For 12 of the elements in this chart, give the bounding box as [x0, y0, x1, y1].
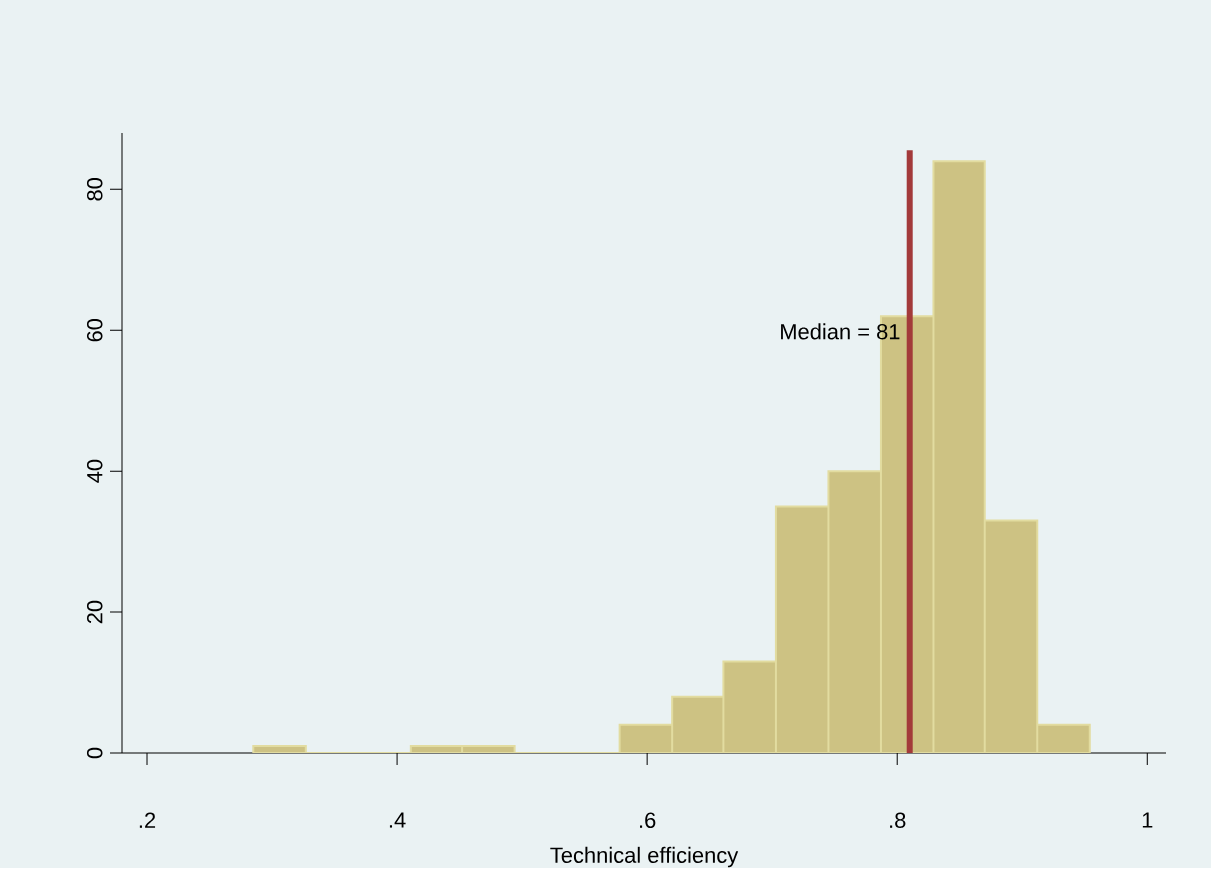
x-axis-title: Technical efficiency [550, 847, 739, 868]
ref-line-label: Median = 81 [781, 323, 900, 340]
x-tick-label: .2 [139, 812, 156, 829]
y-tick-label: 40 [86, 460, 103, 484]
y-tick-label: 0 [86, 747, 103, 759]
x-tick-label: .6 [640, 812, 656, 829]
x-tick-label: 1 [1142, 812, 1153, 828]
x-tick-label: .4 [389, 812, 406, 828]
y-tick-label: 60 [86, 319, 103, 342]
x-tick-label: .8 [890, 812, 906, 829]
y-tick-label: 80 [86, 178, 103, 201]
y-tick-label: 20 [86, 600, 103, 624]
